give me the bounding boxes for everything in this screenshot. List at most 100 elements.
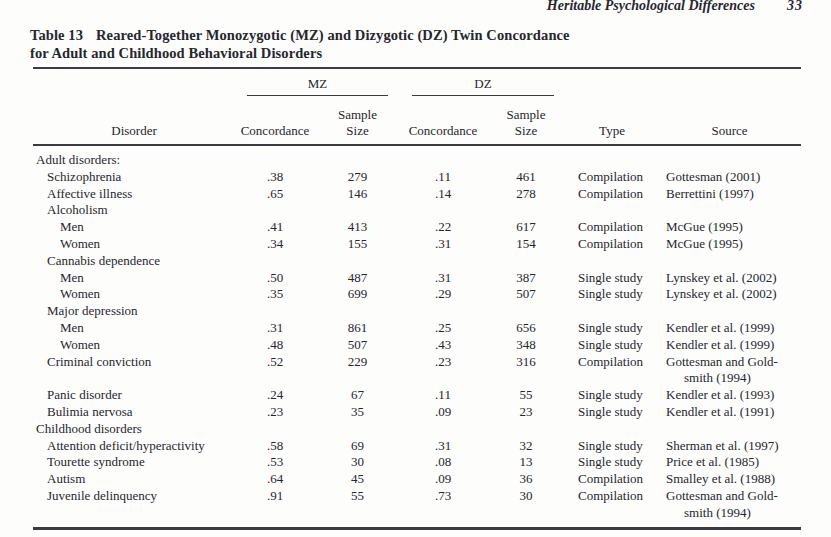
- cell-dz-sample-size: [486, 253, 566, 270]
- cell-mz-sample-size: 146: [315, 186, 400, 203]
- cell-type: Single study: [566, 270, 658, 287]
- cell-dz-sample-size: 32: [486, 438, 566, 455]
- cell-disorder: Cannabis dependence: [33, 253, 235, 270]
- cell-mz-concordance: .41: [235, 219, 315, 236]
- cell-source: Gottesman and Gold-smith (1994): [658, 354, 801, 388]
- cell-dz-concordance: .31: [400, 236, 486, 253]
- cell-source: Sherman et al. (1997): [658, 438, 801, 455]
- cell-mz-sample-size: 507: [315, 337, 400, 354]
- cell-type: Single study: [566, 337, 658, 354]
- cell-dz-sample-size: 656: [486, 320, 566, 337]
- cell-dz-concordance: .09: [400, 404, 486, 421]
- cell-source: Berrettini (1997): [658, 186, 801, 203]
- cell-disorder: Schizophrenia: [33, 169, 235, 186]
- cell-dz-concordance: .31: [400, 270, 486, 287]
- cell-mz-sample-size: 69: [315, 438, 400, 455]
- source-line1: Gottesman and Gold-: [666, 488, 801, 505]
- cell-dz-concordance: .22: [400, 219, 486, 236]
- cell-mz-concordance: .91: [235, 488, 315, 528]
- cell-source: Gottesman (2001): [658, 169, 801, 186]
- cell-mz-concordance: [235, 253, 315, 270]
- running-head-title: Heritable Psychological Differences: [547, 0, 755, 13]
- cell-mz-sample-size: 67: [315, 387, 400, 404]
- cell-dz-sample-size: 154: [486, 236, 566, 253]
- cell-source: [658, 421, 801, 438]
- table-row: Attention deficit/hyperactivity.5869.313…: [33, 438, 801, 455]
- cell-mz-sample-size: 55: [315, 488, 400, 528]
- cell-disorder: Adult disorders:: [33, 145, 235, 169]
- table-row: Men.50487.31387Single studyLynskey et al…: [33, 270, 801, 287]
- cell-disorder: Women: [33, 286, 235, 303]
- source-line1: Kendler et al. (1999): [666, 337, 801, 354]
- cell-dz-concordance: .23: [400, 354, 486, 388]
- cell-dz-concordance: .11: [400, 169, 486, 186]
- table-title-text: Reared-Together Monozygotic (MZ) and Diz…: [96, 27, 570, 43]
- cell-dz-concordance: .09: [400, 471, 486, 488]
- cell-mz-concordance: [235, 202, 315, 219]
- cell-type: Compilation: [566, 169, 658, 186]
- table-row: Childhood disorders: [33, 421, 801, 438]
- sample-size-line2: Size: [315, 123, 400, 139]
- cell-mz-sample-size: [315, 202, 400, 219]
- source-line1: Lynskey et al. (2002): [666, 286, 801, 303]
- table-number: Table 13: [30, 27, 83, 43]
- cell-disorder: Attention deficit/hyperactivity: [33, 438, 235, 455]
- cell-disorder: Men: [33, 320, 235, 337]
- cell-type: [566, 145, 658, 169]
- cell-disorder: Women: [33, 236, 235, 253]
- column-header-mz-sample-size: Sample Size: [315, 96, 400, 145]
- cell-type: [566, 202, 658, 219]
- cell-dz-sample-size: [486, 303, 566, 320]
- cell-mz-sample-size: 699: [315, 286, 400, 303]
- cell-type: [566, 421, 658, 438]
- cell-disorder: Men: [33, 270, 235, 287]
- cell-mz-concordance: [235, 421, 315, 438]
- sample-size-line2: Size: [486, 123, 566, 139]
- source-line2: smith (1994): [666, 505, 801, 522]
- cell-disorder: Tourette syndrome: [33, 454, 235, 471]
- cell-source: Gottesman and Gold-smith (1994): [658, 488, 801, 528]
- cell-mz-sample-size: 487: [315, 270, 400, 287]
- table-title-line2: for Adult and Childhood Behavioral Disor…: [30, 44, 570, 62]
- cell-dz-sample-size: 278: [486, 186, 566, 203]
- table-row: Women.34155.31154CompilationMcGue (1995): [33, 236, 801, 253]
- cell-dz-concordance: .29: [400, 286, 486, 303]
- cell-type: [566, 303, 658, 320]
- table-title-line1: Table 13 Reared-Together Monozygotic (MZ)…: [30, 26, 570, 44]
- cell-type: Compilation: [566, 488, 658, 528]
- cell-dz-concordance: [400, 145, 486, 169]
- cell-mz-concordance: [235, 303, 315, 320]
- cell-mz-sample-size: 30: [315, 454, 400, 471]
- cell-mz-concordance: .50: [235, 270, 315, 287]
- cell-dz-sample-size: 36: [486, 471, 566, 488]
- table-row: Schizophrenia.38279.11461CompilationGott…: [33, 169, 801, 186]
- cell-dz-concordance: .14: [400, 186, 486, 203]
- cell-dz-concordance: .08: [400, 454, 486, 471]
- cell-mz-sample-size: [315, 253, 400, 270]
- table-row: Panic disorder.2467.1155Single studyKend…: [33, 387, 801, 404]
- table-row: Criminal conviction.52229.23316Compilati…: [33, 354, 801, 388]
- cell-source: [658, 253, 801, 270]
- cell-mz-concordance: .58: [235, 438, 315, 455]
- cell-mz-concordance: .23: [235, 404, 315, 421]
- sample-size-line1: Sample: [486, 107, 566, 123]
- cell-disorder: Juvenile delinquency: [33, 488, 235, 528]
- cell-mz-concordance: .48: [235, 337, 315, 354]
- cell-dz-sample-size: 461: [486, 169, 566, 186]
- column-header-source: Source: [658, 96, 801, 145]
- table-row: Major depression: [33, 303, 801, 320]
- cell-type: Compilation: [566, 354, 658, 388]
- cell-disorder: Men: [33, 219, 235, 236]
- cell-dz-concordance: .11: [400, 387, 486, 404]
- cell-dz-concordance: .73: [400, 488, 486, 528]
- twin-concordance-table: MZ DZ Disorder Concordance Sample Size C…: [33, 67, 801, 530]
- cell-mz-sample-size: 861: [315, 320, 400, 337]
- running-head: Heritable Psychological Differences33: [547, 0, 803, 14]
- cell-source: Kendler et al. (1991): [658, 404, 801, 421]
- cell-mz-sample-size: [315, 145, 400, 169]
- cell-source: [658, 145, 801, 169]
- spanner-empty-source: [658, 68, 801, 96]
- table-row: Juvenile delinquency.9155.7330Compilatio…: [33, 488, 801, 528]
- source-line1: Kendler et al. (1999): [666, 320, 801, 337]
- spanner-empty-type: [566, 68, 658, 96]
